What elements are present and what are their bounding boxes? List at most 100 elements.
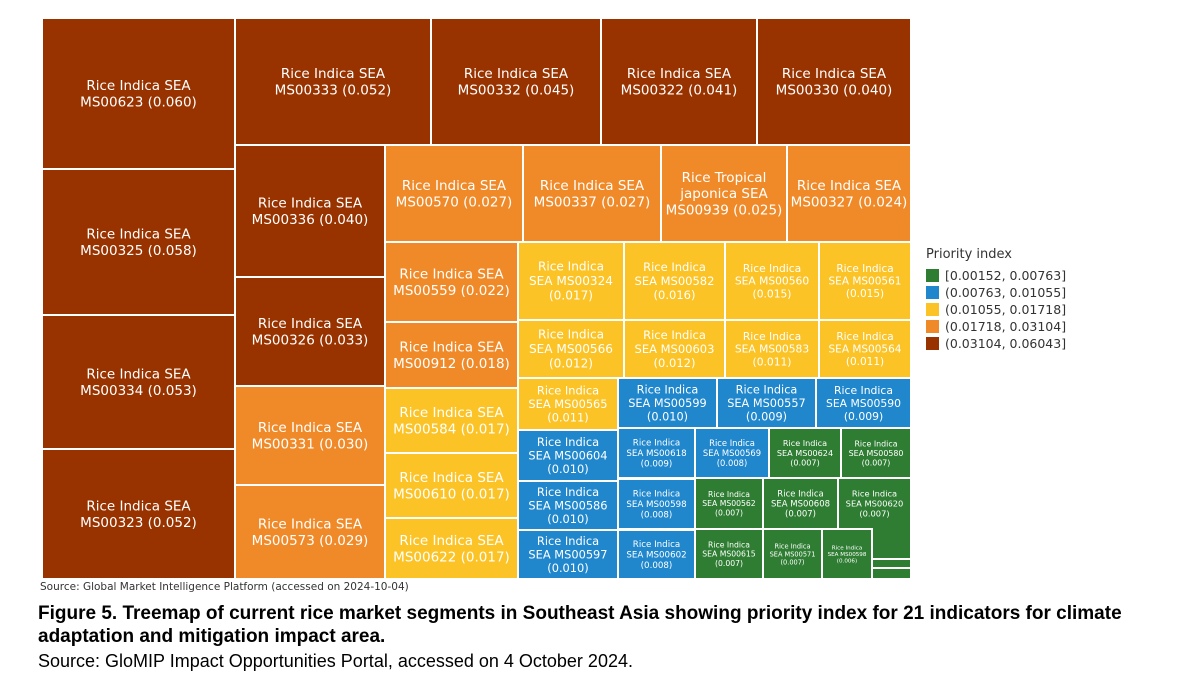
treemap-cell [236,278,384,385]
treemap-label: Rice Indica SEA MS00331 (0.030) [252,420,369,452]
treemap-label: Rice Indica SEA MS00620 (0.007) [846,489,904,519]
treemap-tile: Rice Indica SEA MS00326 (0.033) [236,278,384,385]
treemap-tile: Rice Indica SEA MS00324 (0.017) [519,243,623,319]
treemap-cell [619,531,694,578]
treemap-label: Rice Indica SEA MS00610 (0.017) [393,470,510,502]
treemap-label: Rice Indica SEA MS00325 (0.058) [80,227,197,259]
treemap-label: Rice Indica SEA MS00322 (0.041) [621,66,738,98]
treemap-label: Rice Indica SEA MS00598 (0.008) [626,490,686,521]
treemap-cell [619,429,694,477]
treemap-tile: Rice Indica SEA MS00569 (0.008) [696,429,768,477]
treemap-tile: Rice Indica SEA MS00331 (0.030) [236,387,384,484]
treemap-label: Rice Indica SEA MS00334 (0.053) [80,367,197,399]
treemap-tile: Rice Indica SEA MS00620 (0.007) [839,479,910,528]
treemap-tile: Rice Indica SEA MS00912 (0.018) [386,323,517,387]
treemap-label: Rice Indica SEA MS00336 (0.040) [252,196,369,228]
treemap-label: Rice Indica SEA MS00323 (0.052) [80,499,197,531]
treemap-label: Rice Indica SEA MS00618 (0.009) [626,439,686,470]
treemap-cell [519,531,617,578]
treemap-tile: Rice Indica SEA MS00323 (0.052) [43,450,234,578]
treemap-label: Rice Indica SEA MS00559 (0.022) [393,267,510,299]
treemap-cell [718,379,815,427]
treemap-tile: Rice Indica SEA MS00584 (0.017) [386,389,517,452]
treemap-tile: Rice Indica SEA MS00565 (0.011) [519,379,617,429]
treemap-cell [386,389,517,452]
treemap-cell [696,479,762,528]
treemap-label: Rice Tropical japonica SEA MS00939 (0.025) [666,170,783,218]
treemap-label: Rice Indica SEA MS00330 (0.040) [776,66,893,98]
treemap-tile: Rice Indica SEA MS00337 (0.027) [524,146,660,241]
treemap-label: Rice Indica SEA MS00584 (0.017) [393,405,510,437]
legend-label: (0.01718, 0.03104] [945,319,1067,334]
treemap-label: Rice Indica SEA MS00615 (0.007) [702,541,756,568]
treemap-label: Rice Indica SEA MS00337 (0.027) [534,178,651,210]
treemap-label: Rice Indica SEA MS00623 (0.060) [80,78,197,110]
treemap-cell [43,19,234,168]
treemap-label: Rice Indica SEA MS00603 (0.012) [635,328,715,370]
treemap-cell [236,146,384,276]
treemap-cell [432,19,600,144]
treemap-label: Rice Indica SEA MS00582 (0.016) [635,260,715,302]
treemap-label: Rice Indica SEA MS00327 (0.024) [791,178,908,210]
treemap-cell [873,569,910,578]
treemap-label: Rice Indica SEA MS00599 (0.010) [628,383,706,423]
treemap-label: Rice Indica SEA MS00608 (0.007) [771,489,830,519]
treemap-tile: Rice Indica SEA MS00623 (0.060) [43,19,234,168]
treemap-tile [873,522,910,558]
treemap-label: Rice Indica SEA MS00561 (0.015) [829,263,902,300]
legend-label: (0.03104, 0.06043] [945,336,1067,351]
treemap-cell [602,19,756,144]
treemap-tile: Rice Indica SEA MS00597 (0.010) [519,531,617,578]
treemap-label: Rice Indica SEA MS00332 (0.045) [458,66,575,98]
treemap-label: Rice Indica SEA MS00624 (0.007) [777,438,833,468]
treemap-cell [386,323,517,387]
treemap-label: Rice Indica SEA MS00570 (0.027) [396,178,513,210]
treemap-tile: Rice Indica SEA MS00562 (0.007) [696,479,762,528]
treemap-label: Rice Indica SEA MS00560 (0.015) [735,262,809,301]
treemap-cell [519,243,623,319]
treemap-cell [519,321,623,377]
treemap-cell [820,243,910,319]
treemap-tile: Rice Indica SEA MS00586 (0.010) [519,482,617,529]
chart-source-note: Source: Global Market Intelligence Platf… [40,581,409,593]
treemap-tile: Rice Indica SEA MS00598 (0.006) [823,530,871,578]
legend-item: (0.01055, 0.01718] [926,301,1066,318]
treemap-cell [625,321,724,377]
treemap-cell [726,321,818,377]
treemap-label: Rice Indica SEA MS00326 (0.033) [252,316,369,348]
treemap-cell [43,316,234,448]
legend-label: [0.00152, 0.00763] [945,268,1067,283]
treemap-cell [770,429,840,477]
legend-item: (0.00763, 0.01055] [926,284,1066,301]
figure-caption: Figure 5. Treemap of current rice market… [38,602,1188,672]
treemap-cell [236,387,384,484]
treemap-cell [726,243,818,319]
treemap-cell [839,479,910,528]
treemap-tile [873,560,910,567]
legend-label: (0.00763, 0.01055] [945,285,1067,300]
treemap-tile: Rice Indica SEA MS00615 (0.007) [696,530,762,578]
figure-source: Source: GloMIP Impact Opportunities Port… [38,651,633,671]
legend-item: (0.03104, 0.06043] [926,335,1066,352]
treemap-tile: Rice Tropical japonica SEA MS00939 (0.025) [662,146,786,241]
treemap-cell [625,243,724,319]
treemap-tile: Rice Indica SEA MS00332 (0.045) [432,19,600,144]
treemap-cell [519,379,617,429]
treemap-label: Rice Indica SEA MS00622 (0.017) [393,533,510,565]
treemap-tile: Rice Indica SEA MS00327 (0.024) [788,146,910,241]
treemap-cell [820,321,910,377]
treemap-cell [524,146,660,241]
treemap-tile: Rice Indica SEA MS00564 (0.011) [820,321,910,377]
treemap-tile: Rice Indica SEA MS00610 (0.017) [386,454,517,517]
treemap-tile: Rice Indica SEA MS00560 (0.015) [726,243,818,319]
treemap-tile: Rice Indica SEA MS00333 (0.052) [236,19,430,144]
treemap-cell [662,146,786,241]
treemap-cell [519,482,617,529]
legend-title: Priority index [926,247,1012,262]
legend-label: (0.01055, 0.01718] [945,302,1067,317]
treemap-tile: Rice Indica SEA MS00330 (0.040) [758,19,910,144]
treemap-cell [696,429,768,477]
treemap-tile: Rice Indica SEA MS00602 (0.008) [619,531,694,578]
treemap-tile: Rice Indica SEA MS00571 (0.007) [764,530,821,578]
treemap-cell [519,431,617,480]
